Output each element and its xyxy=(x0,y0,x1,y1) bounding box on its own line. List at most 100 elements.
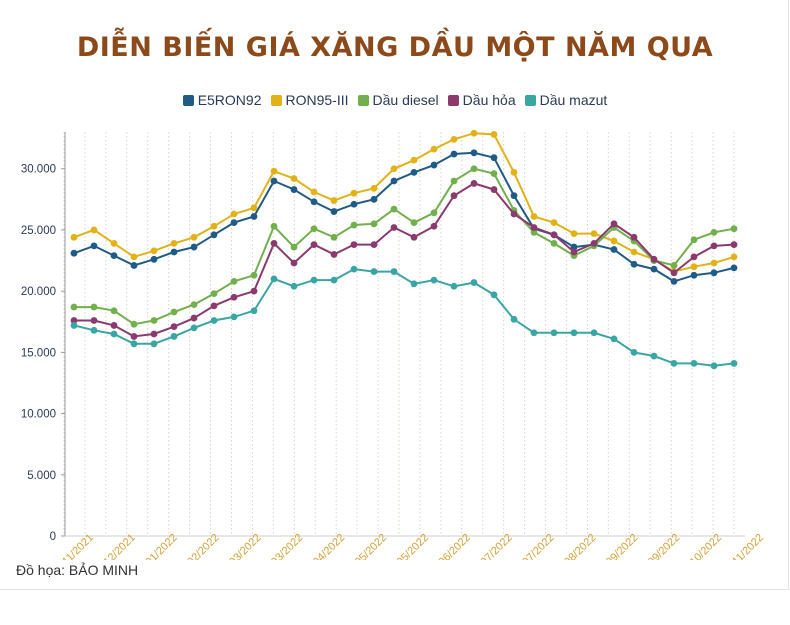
data-point xyxy=(90,303,98,311)
data-point xyxy=(90,242,98,250)
legend-label: E5RON92 xyxy=(197,92,262,108)
data-point xyxy=(590,329,598,337)
data-point xyxy=(250,271,258,279)
data-point xyxy=(330,251,338,258)
data-point xyxy=(690,359,698,367)
legend-item: E5RON92 xyxy=(182,92,262,108)
data-point xyxy=(270,240,278,247)
legend-item: Dầu hỏa xyxy=(447,92,516,108)
data-point xyxy=(230,219,238,226)
data-point xyxy=(250,204,258,212)
data-point xyxy=(70,249,78,257)
data-point xyxy=(210,222,218,230)
data-point xyxy=(410,233,418,241)
legend-swatch xyxy=(447,94,459,106)
data-point xyxy=(550,219,558,226)
y-tick-label: 10.000 xyxy=(21,409,56,421)
data-point xyxy=(450,192,458,200)
data-point xyxy=(110,307,118,315)
plot-area xyxy=(70,129,738,370)
legend-item: Dầu mazut xyxy=(524,92,608,108)
data-point xyxy=(690,263,698,271)
chart-title: DIỄN BIẾN GIÁ XĂNG DẦU MỘT NĂM QUA xyxy=(76,32,714,63)
data-point xyxy=(190,243,198,251)
data-point xyxy=(490,170,498,178)
data-point xyxy=(550,329,558,337)
series-line xyxy=(73,132,735,273)
data-point xyxy=(450,177,458,185)
data-point xyxy=(490,186,498,193)
data-point xyxy=(270,275,278,283)
data-point xyxy=(150,255,158,263)
data-point xyxy=(330,233,338,241)
data-point xyxy=(710,228,718,236)
data-point xyxy=(690,236,698,244)
data-point xyxy=(470,149,478,157)
legend-label: Dầu mazut xyxy=(539,92,608,108)
data-point xyxy=(250,287,258,295)
data-point xyxy=(110,252,118,260)
data-point xyxy=(510,169,518,176)
data-point xyxy=(410,280,418,288)
data-point xyxy=(390,165,398,173)
data-point xyxy=(470,279,478,286)
data-point xyxy=(230,293,238,301)
data-point xyxy=(330,197,338,204)
data-point xyxy=(110,240,118,247)
data-point xyxy=(230,210,238,218)
data-point xyxy=(430,209,438,217)
legend-swatch xyxy=(524,94,536,106)
data-point xyxy=(370,184,378,192)
data-point xyxy=(350,221,358,229)
legend-swatch xyxy=(357,94,369,106)
data-point xyxy=(670,269,678,277)
data-point xyxy=(590,240,598,247)
data-point xyxy=(310,241,318,249)
data-point xyxy=(410,219,418,226)
grid-lines xyxy=(63,132,735,536)
data-point xyxy=(730,225,738,233)
data-point xyxy=(350,265,358,273)
data-point xyxy=(170,308,178,316)
data-point xyxy=(130,320,138,328)
series-4 xyxy=(70,265,738,370)
data-point xyxy=(210,231,218,239)
data-point xyxy=(630,260,638,268)
legend-label: Dầu hỏa xyxy=(462,92,516,108)
data-point xyxy=(370,195,378,203)
data-point xyxy=(210,290,218,297)
data-point xyxy=(730,241,738,249)
data-point xyxy=(510,315,518,323)
data-point xyxy=(270,177,278,185)
data-point xyxy=(730,264,738,272)
legend-swatch xyxy=(270,94,282,106)
data-point xyxy=(390,177,398,185)
data-point xyxy=(550,231,558,239)
data-point xyxy=(310,276,318,284)
data-point xyxy=(710,259,718,267)
data-point xyxy=(610,237,618,245)
data-point xyxy=(130,340,138,348)
data-point xyxy=(630,348,638,356)
data-point xyxy=(530,228,538,236)
data-point xyxy=(430,276,438,284)
data-point xyxy=(170,240,178,247)
data-point xyxy=(650,255,658,263)
data-point xyxy=(290,243,298,251)
data-point xyxy=(570,248,578,256)
data-point xyxy=(690,253,698,261)
data-point xyxy=(70,317,78,324)
legend-item: RON95-III xyxy=(270,92,349,108)
data-point xyxy=(370,220,378,228)
series-line xyxy=(73,268,735,367)
data-point xyxy=(510,210,518,218)
data-point xyxy=(470,129,478,137)
data-point xyxy=(190,324,198,332)
y-tick-label: 30.000 xyxy=(21,164,56,176)
data-point xyxy=(290,259,298,267)
data-point xyxy=(590,230,598,238)
data-point xyxy=(210,317,218,324)
data-point xyxy=(290,186,298,193)
data-point xyxy=(90,326,98,334)
data-point xyxy=(430,161,438,169)
